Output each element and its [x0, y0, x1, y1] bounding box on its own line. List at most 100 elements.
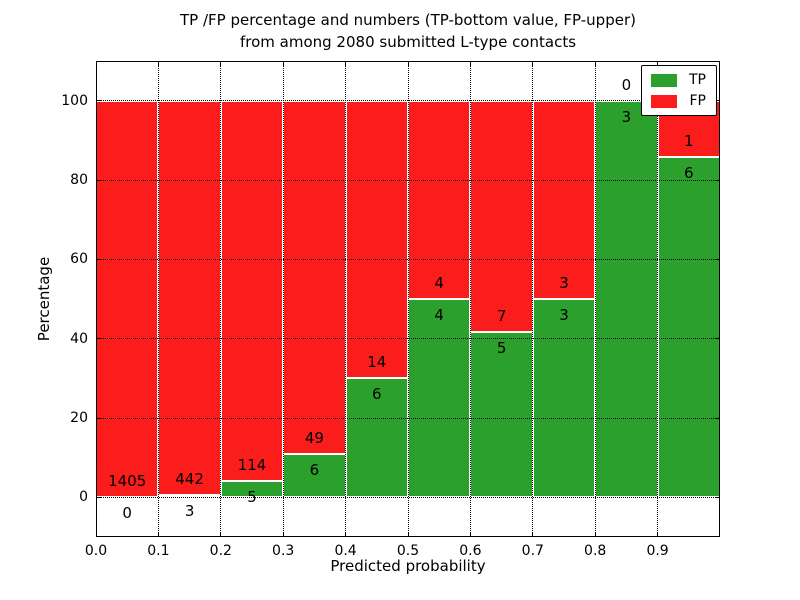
chart-title-line2: from among 2080 submitted L-type contact…: [239, 33, 577, 51]
bar-tp-8: [595, 100, 658, 498]
x-tick-bottom: [282, 532, 284, 537]
y-tick-right: [715, 179, 720, 181]
fp-count-label-0: 1405: [108, 472, 147, 491]
x-tick-top: [282, 61, 284, 66]
legend-item-tp: TP: [651, 73, 706, 87]
x-tick-top: [220, 61, 222, 66]
x-tick-bottom: [469, 532, 471, 537]
y-tick-right: [715, 100, 720, 102]
y-tick-label-100: 100: [61, 92, 88, 109]
gridline-x-0.6: [469, 61, 471, 537]
bar-fp-6: [470, 100, 533, 333]
tp-count-label-7: 3: [559, 306, 569, 324]
y-tick-label-40: 40: [70, 330, 88, 347]
fp-count-label-6: 7: [496, 307, 507, 326]
tp-count-label-0: 0: [122, 504, 132, 523]
y-tick-right: [715, 496, 720, 498]
tp-count-label-6: 5: [496, 339, 507, 358]
bar-tp-5: [408, 299, 471, 498]
bar-tp-9: [657, 157, 720, 498]
x-tick-bottom: [157, 532, 159, 537]
x-tick-top: [407, 61, 409, 66]
tp-count-label-8: 3: [621, 107, 632, 126]
legend: TP FP: [641, 65, 717, 116]
x-tick-label-0.1: 0.1: [147, 543, 170, 559]
x-tick-top: [345, 61, 347, 66]
x-tick-label-0.5: 0.5: [396, 543, 420, 559]
legend-swatch-tp: [651, 73, 677, 87]
y-tick-left: [96, 100, 101, 102]
x-tick-bottom: [407, 532, 409, 537]
bar-fp-1: [158, 100, 221, 495]
x-tick-label-0.0: 0.0: [84, 543, 108, 559]
y-tick-right: [715, 338, 720, 340]
tp-count-label-2: 5: [247, 487, 257, 506]
fp-count-label-3: 49: [304, 429, 324, 448]
legend-label-tp: TP: [689, 72, 706, 88]
bar-tp-3: [283, 454, 346, 498]
x-tick-label-0.6: 0.6: [459, 543, 482, 559]
tp-count-label-3: 6: [309, 461, 320, 480]
x-tick-label-0.2: 0.2: [209, 543, 232, 559]
x-tick-top: [157, 61, 159, 66]
y-tick-label-60: 60: [70, 251, 88, 268]
x-tick-bottom: [345, 532, 347, 537]
fp-count-label-5: 4: [434, 274, 444, 292]
x-tick-top: [594, 61, 596, 66]
bar-tp-4: [345, 378, 408, 498]
gridline-x-0.1: [157, 61, 159, 537]
fp-count-label-1: 442: [175, 469, 204, 488]
x-tick-bottom: [532, 532, 534, 537]
gridline-x-0.7: [532, 61, 534, 537]
bar-fp-3: [283, 100, 346, 455]
tp-count-label-1: 3: [184, 501, 195, 520]
bar-fp-2: [220, 100, 284, 481]
y-tick-right: [715, 417, 720, 419]
chart-title-line1: TP /FP percentage and numbers (TP-bottom…: [180, 11, 636, 29]
fp-count-label-8: 0: [621, 75, 632, 94]
plot-area: TP FP 0.0 0.1 0.2 0.3 0.4 0.5 0.6 0.7 0.8 0.9 0 20 4…: [61, 61, 720, 559]
y-tick-left: [96, 179, 101, 181]
bar-tp-6: [470, 332, 533, 498]
gridline-x-0.3: [282, 61, 284, 537]
fp-count-label-4: 14: [367, 353, 387, 372]
legend-swatch-fp: [651, 94, 677, 108]
bar-fp-5: [408, 100, 471, 299]
y-tick-label-80: 80: [70, 172, 88, 188]
gridline-x-0.4: [345, 61, 347, 537]
y-tick-label-20: 20: [70, 410, 88, 426]
chart-title: TP /FP percentage and numbers (TP-bottom…: [96, 9, 720, 53]
legend-item-fp: FP: [651, 94, 706, 108]
bar-fp-0: [96, 100, 159, 498]
x-tick-top: [95, 61, 97, 66]
y-tick-left: [96, 258, 101, 260]
gridline-x-0.5: [407, 61, 409, 537]
bar-fp-7: [532, 100, 596, 299]
x-tick-bottom: [657, 532, 659, 537]
x-tick-top: [469, 61, 471, 66]
bar-fp-4: [345, 100, 408, 379]
x-tick-label-0.8: 0.8: [584, 543, 607, 559]
x-tick-top: [657, 61, 659, 66]
y-tick-left: [96, 496, 101, 498]
y-tick-left: [96, 338, 101, 340]
gridline-x-0.2: [220, 61, 222, 537]
legend-label-fp: FP: [689, 93, 707, 109]
x-tick-bottom: [95, 532, 97, 537]
gridline-x-0.8: [594, 61, 596, 537]
fp-count-label-9: 1: [684, 132, 694, 151]
y-tick-right: [715, 258, 720, 260]
y-axis-label: Percentage: [35, 256, 53, 342]
x-axis-label: Predicted probability: [330, 557, 486, 575]
x-tick-bottom: [220, 532, 222, 537]
x-tick-label-0.9: 0.9: [646, 543, 669, 559]
x-tick-label-0.3: 0.3: [272, 543, 295, 559]
tp-count-label-4: 6: [372, 385, 382, 404]
bar-tp-2: [220, 480, 284, 498]
y-tick-label-0: 0: [79, 489, 88, 506]
x-tick-label-0.7: 0.7: [521, 543, 544, 559]
gridline-x-0.9: [657, 61, 659, 537]
bar-tp-7: [532, 299, 596, 498]
y-tick-left: [96, 417, 101, 419]
